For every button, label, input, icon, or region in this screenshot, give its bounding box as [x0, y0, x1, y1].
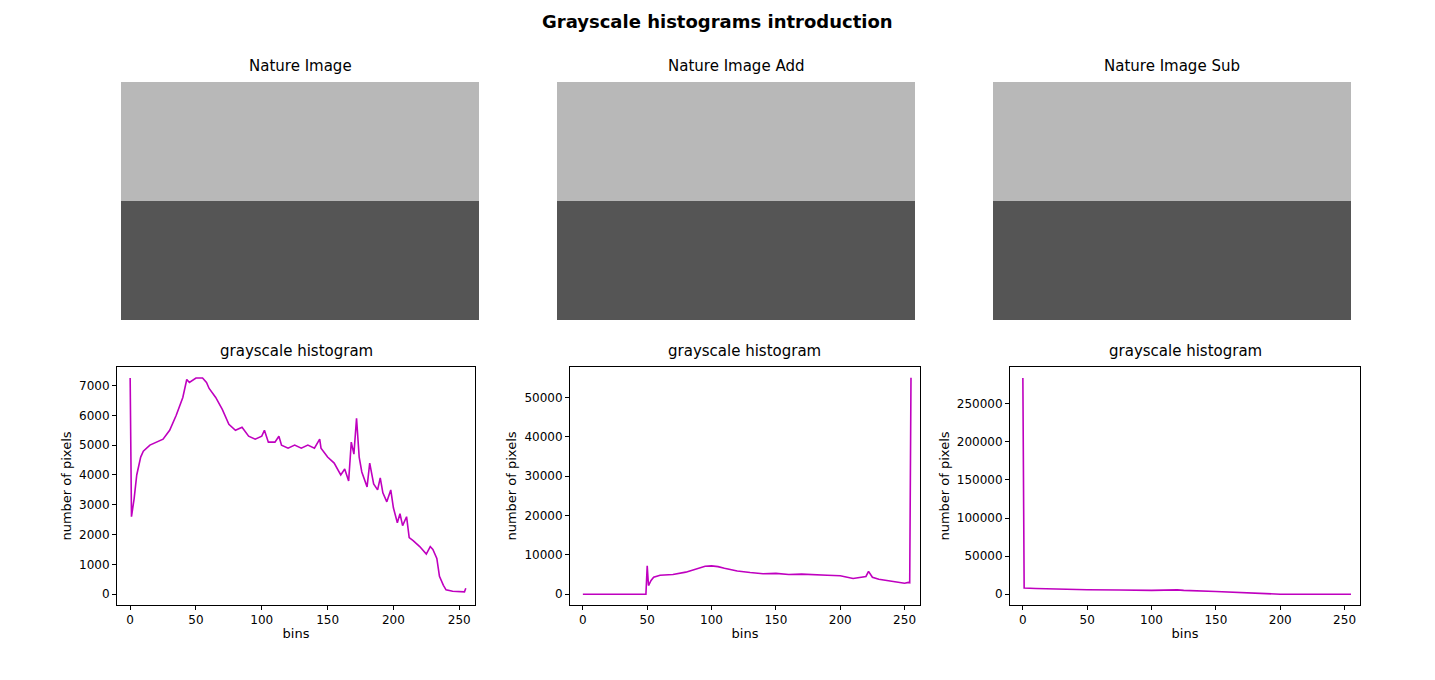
- svg-text:0: 0: [126, 613, 134, 627]
- svg-text:200: 200: [382, 613, 405, 627]
- svg-text:5000: 5000: [79, 438, 110, 452]
- svg-text:Nature Image: Nature Image: [249, 57, 352, 75]
- svg-text:20000: 20000: [524, 509, 562, 523]
- svg-text:number of pixels: number of pixels: [937, 431, 952, 540]
- svg-text:bins: bins: [732, 626, 759, 641]
- svg-text:Grayscale histograms introduct: Grayscale histograms introduction: [542, 11, 893, 32]
- svg-text:0: 0: [102, 587, 110, 601]
- svg-text:Nature Image Sub: Nature Image Sub: [1104, 57, 1240, 75]
- svg-text:number of pixels: number of pixels: [504, 431, 519, 540]
- svg-text:200: 200: [829, 613, 852, 627]
- svg-text:50000: 50000: [524, 391, 562, 405]
- svg-text:250: 250: [1333, 613, 1356, 627]
- svg-text:50: 50: [640, 613, 655, 627]
- svg-text:100: 100: [250, 613, 273, 627]
- svg-text:50000: 50000: [964, 549, 1002, 563]
- svg-text:30000: 30000: [524, 469, 562, 483]
- svg-text:50: 50: [188, 613, 203, 627]
- svg-text:4000: 4000: [79, 468, 110, 482]
- svg-text:2000: 2000: [79, 528, 110, 542]
- svg-text:10000: 10000: [524, 548, 562, 562]
- svg-text:100: 100: [1140, 613, 1163, 627]
- svg-text:grayscale histogram: grayscale histogram: [1109, 342, 1262, 360]
- svg-text:150000: 150000: [957, 473, 1003, 487]
- svg-text:0: 0: [579, 613, 587, 627]
- svg-text:50: 50: [1080, 613, 1095, 627]
- svg-text:number of pixels: number of pixels: [59, 431, 74, 540]
- svg-text:250000: 250000: [957, 397, 1003, 411]
- svg-text:grayscale histogram: grayscale histogram: [668, 342, 821, 360]
- svg-text:150: 150: [1204, 613, 1227, 627]
- svg-text:0: 0: [555, 587, 563, 601]
- svg-text:6000: 6000: [79, 409, 110, 423]
- svg-text:100000: 100000: [957, 511, 1003, 525]
- svg-text:bins: bins: [283, 626, 310, 641]
- svg-text:0: 0: [1019, 613, 1027, 627]
- svg-text:3000: 3000: [79, 498, 110, 512]
- svg-text:0: 0: [995, 587, 1003, 601]
- svg-text:200: 200: [1269, 613, 1292, 627]
- svg-text:150: 150: [764, 613, 787, 627]
- svg-text:100: 100: [700, 613, 723, 627]
- svg-text:40000: 40000: [524, 430, 562, 444]
- svg-text:bins: bins: [1172, 626, 1199, 641]
- svg-text:Nature Image Add: Nature Image Add: [668, 57, 804, 75]
- svg-text:7000: 7000: [79, 379, 110, 393]
- svg-text:1000: 1000: [79, 558, 110, 572]
- svg-text:150: 150: [316, 613, 339, 627]
- svg-text:250: 250: [893, 613, 916, 627]
- svg-text:250: 250: [448, 613, 471, 627]
- svg-text:grayscale histogram: grayscale histogram: [220, 342, 373, 360]
- svg-text:200000: 200000: [957, 435, 1003, 449]
